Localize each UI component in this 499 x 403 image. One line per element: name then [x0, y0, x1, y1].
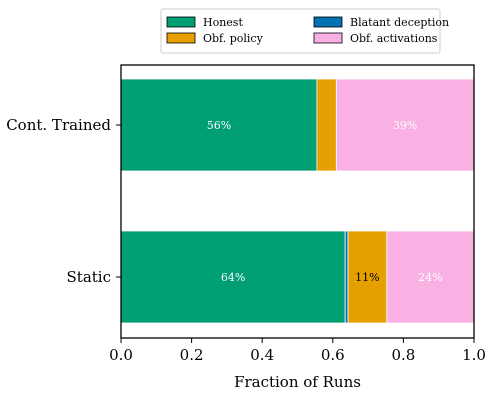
- data-label-static-honest: 64%: [221, 271, 245, 284]
- legend-swatch-blatant-deception: [313, 16, 343, 28]
- legend: Honest Blatant deception Obf. policy Obf. a…: [160, 8, 449, 54]
- data-label-static-obf-policy: 11%: [355, 271, 379, 284]
- data-label-cont-trained-obf-activations: 39%: [393, 119, 417, 132]
- data-label-cont-trained-honest: 56%: [207, 119, 231, 132]
- bar-cont-trained-honest: [120, 78, 318, 172]
- legend-label-honest: Honest: [203, 16, 243, 29]
- legend-label-obf-policy: Obf. policy: [203, 32, 264, 45]
- x-tick-label: 0.2: [180, 346, 204, 364]
- legend-swatch-obf-activations: [313, 32, 343, 44]
- data-label-static-obf-activations: 24%: [418, 271, 442, 284]
- y-axis: Cont. Trained Static: [6, 116, 121, 286]
- bar-static-obf-policy: [347, 230, 388, 324]
- x-tick-label: 0.0: [109, 346, 133, 364]
- x-axis: 0.0 0.2 0.4 0.6 0.8 1.0: [109, 338, 486, 364]
- bar-cont-trained-obf-activations: [335, 78, 475, 172]
- plot-frame: [120, 64, 475, 339]
- x-axis-title: Fraction of Runs: [234, 373, 361, 391]
- y-tick-label-cont-trained: Cont. Trained: [6, 116, 111, 134]
- x-tick-label: 0.4: [250, 346, 274, 364]
- x-tick-label: 0.8: [391, 346, 415, 364]
- legend-label-blatant-deception: Blatant deception: [350, 16, 449, 29]
- x-tick-label: 1.0: [462, 346, 486, 364]
- bar-cont-trained-obf-policy: [316, 78, 337, 172]
- legend-swatch-honest: [166, 16, 196, 28]
- bar-static-honest: [120, 230, 346, 324]
- legend-box: [160, 8, 441, 54]
- data-labels-group: 56% 39% 64% 11% 24%: [207, 119, 443, 284]
- bar-static-obf-activations: [386, 230, 475, 324]
- bars-group: [120, 78, 475, 324]
- legend-label-obf-activations: Obf. activations: [350, 32, 438, 45]
- bar-static-blatant-deception: [344, 230, 349, 324]
- x-tick-label: 0.6: [321, 346, 345, 364]
- y-tick-label-static: Static: [67, 268, 111, 286]
- legend-swatch-obf-policy: [166, 32, 196, 44]
